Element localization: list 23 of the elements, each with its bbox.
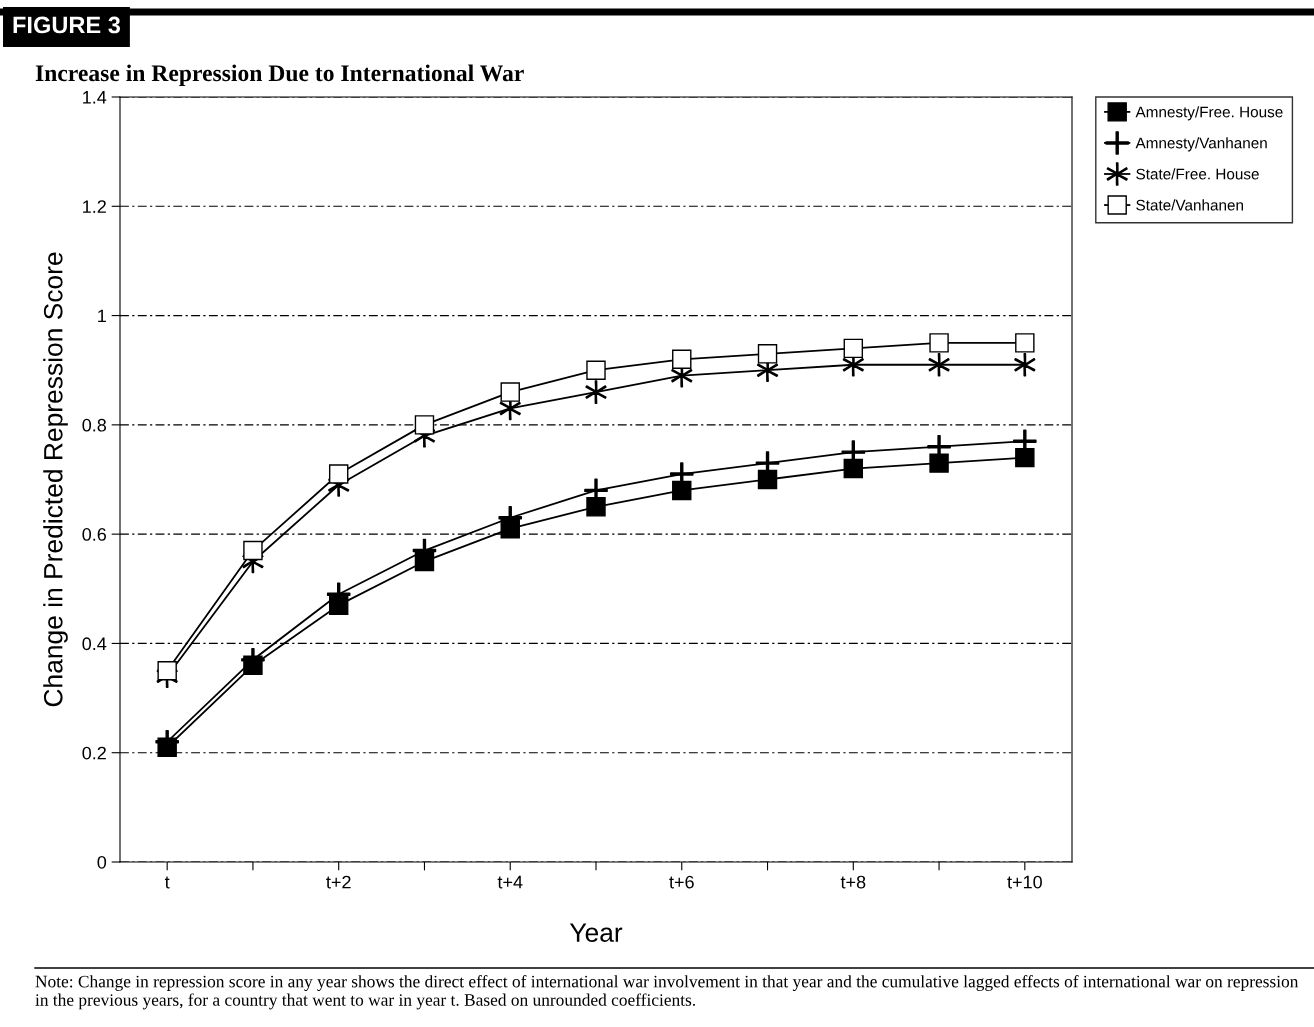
y-tick-label: 0.2: [82, 746, 106, 760]
legend-label: State/Free. House: [1136, 168, 1259, 180]
caption: FIGURE 3: [13, 16, 121, 34]
y-tick-label: 1.2: [83, 200, 106, 213]
y-tick-label: 0.6: [82, 528, 107, 541]
y-tick-label: 0.8: [82, 418, 107, 432]
legend-label: Amnesty/Vanhanen: [1135, 137, 1267, 152]
y-axis-title: Change in Predicted Repression Score: [43, 252, 68, 707]
y-tick-label: 0: [97, 855, 107, 869]
x-tick-label: t+4: [497, 875, 523, 889]
y-tick-label: 0.4: [82, 637, 107, 651]
x-tick-label: t: [164, 876, 170, 889]
y-tick-label: 1: [98, 309, 106, 323]
x-tick-label: t+6: [669, 875, 694, 889]
y-tick-label: 1.4: [83, 91, 107, 104]
x-tick-label: t+2: [326, 875, 351, 889]
text: Note: Change in repression score in any year shows the direct effect of international war involvement in that year and the cumulative lagged effects of international war on repression in the previous years, for a country that went to war in year t. Based on unrounded coefficients.: [35, 975, 1299, 1010]
legend-label: Amnesty/Free. House: [1135, 106, 1283, 121]
x-axis-title: Year: [569, 923, 623, 942]
chart-title: Increase in Repression Due to International War: [35, 64, 524, 86]
legend-label: State/Vanhanen: [1136, 199, 1243, 211]
x-tick-label: t+8: [840, 875, 866, 889]
x-tick-label: t+10: [1007, 875, 1042, 889]
